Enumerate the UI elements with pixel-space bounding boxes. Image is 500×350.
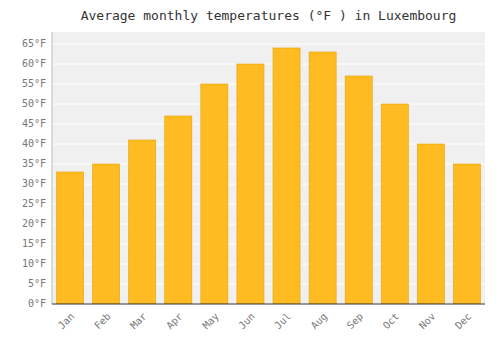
x-tick-label: May <box>200 311 221 332</box>
grid-line <box>52 104 485 105</box>
y-tick-label: 50°F <box>22 98 46 109</box>
y-tick-label: 15°F <box>22 238 46 249</box>
y-tick-label: 35°F <box>22 158 46 169</box>
plot-background <box>52 32 485 304</box>
x-tick-label: Nov <box>417 311 438 332</box>
bar <box>345 76 372 304</box>
bar <box>309 52 336 304</box>
x-axis: Jan Feb Mar Apr May Jun Jul Aug Sep Oct Nov Dec <box>52 304 485 331</box>
y-tick-label: 30°F <box>22 178 46 189</box>
x-axis-line <box>52 304 485 305</box>
y-tick-label: 10°F <box>22 258 46 269</box>
bars <box>57 48 481 304</box>
y-axis: 0°F 5°F 10°F 15°F 20°F 25°F 30°F 35°F 40°F 45°F 50… <box>22 32 52 309</box>
bar <box>381 104 408 304</box>
grid-line <box>52 44 485 45</box>
x-tick-label: Jul <box>272 311 293 332</box>
x-tick-label: Mar <box>128 311 149 332</box>
y-tick-label: 45°F <box>22 118 46 129</box>
bar <box>57 172 84 304</box>
bar <box>129 140 156 304</box>
x-tick-label: Sep <box>345 311 366 332</box>
bar <box>93 164 120 304</box>
y-tick-label: 5°F <box>28 278 46 289</box>
grid <box>52 44 485 304</box>
y-tick-label: 25°F <box>22 198 46 209</box>
x-tick-label: Aug <box>309 311 330 332</box>
bar <box>453 164 480 304</box>
y-tick-label: 55°F <box>22 78 46 89</box>
title: Average monthly temperatures (°F ) in Lu… <box>81 8 457 23</box>
grid-line <box>52 84 485 85</box>
grid-line <box>52 124 485 125</box>
grid-line <box>52 304 485 305</box>
x-tick-label: Feb <box>92 311 113 332</box>
y-tick-label: 60°F <box>22 58 46 69</box>
x-tick-label: Oct <box>381 311 402 332</box>
bar <box>237 64 264 304</box>
y-tick-label: 65°F <box>22 38 46 49</box>
x-tick-label: Dec <box>453 311 474 332</box>
bar <box>273 48 300 304</box>
bar <box>201 84 228 304</box>
y-tick-label: 40°F <box>22 138 46 149</box>
bar <box>417 144 444 304</box>
y-tick-label: 0°F <box>28 298 46 309</box>
x-tick-label: Jan <box>56 311 77 332</box>
y-axis-line <box>52 32 53 304</box>
chart: 0°F 5°F 10°F 15°F 20°F 25°F 30°F 35°F 40°F 45°F 50… <box>0 0 500 350</box>
x-tick-label: Jun <box>236 311 257 332</box>
grid-line <box>52 64 485 65</box>
bar <box>165 116 192 304</box>
x-tick-label: Apr <box>164 311 185 332</box>
y-tick-label: 20°F <box>22 218 46 229</box>
